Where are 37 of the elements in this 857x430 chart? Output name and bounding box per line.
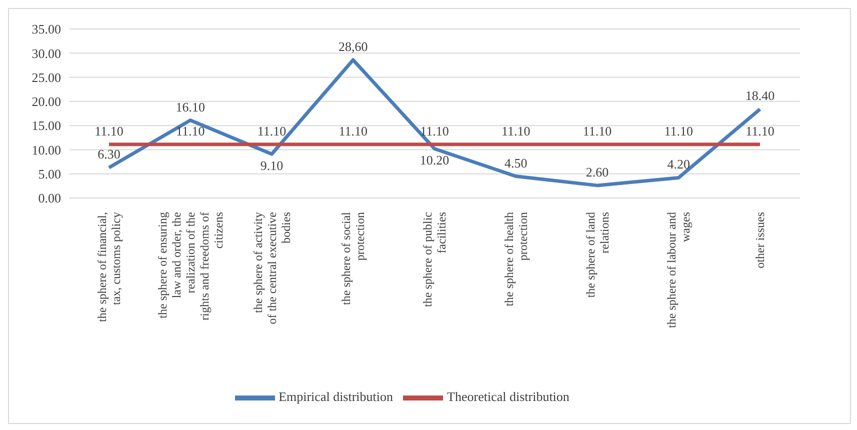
y-tick-label: 5.00 — [38, 166, 61, 182]
data-label: 11.10 — [176, 123, 205, 138]
data-label: 11.10 — [746, 123, 774, 138]
x-tick-label: the sphere of labour and wages — [664, 212, 693, 328]
x-tick-label: the sphere of financial, tax, customs policy — [95, 212, 123, 322]
y-tick-label: 25.00 — [32, 70, 61, 85]
x-tick-label: the sphere of public facilities — [420, 212, 448, 307]
x-tick-label: the sphere of social protection — [339, 211, 368, 305]
y-tick-label: 15.00 — [32, 118, 61, 134]
y-tick-label: 20.00 — [32, 94, 61, 110]
data-label: 11.10 — [338, 123, 368, 138]
data-label: 11.10 — [582, 123, 612, 138]
y-tick-label: 30.00 — [32, 46, 61, 61]
data-label: 10.20 — [420, 152, 450, 168]
legend-label: Theoretical distribution — [447, 388, 570, 404]
data-label: 9.10 — [260, 158, 284, 174]
y-tick-label: 0.00 — [38, 190, 61, 206]
data-label: 11.10 — [664, 123, 694, 138]
x-tick-label: the sphere of ensuring law and order, the realization of the rights and freedoms of citizens — [155, 212, 226, 320]
data-label: 4.20 — [667, 156, 690, 172]
data-label: 18.40 — [745, 88, 775, 104]
data-label: 11.10 — [257, 123, 286, 138]
data-label: 28,60 — [338, 38, 368, 54]
x-tick-label: the sphere of land relations — [583, 212, 612, 298]
y-tick-label: 10.00 — [32, 142, 61, 158]
data-label: 6.30 — [98, 146, 120, 162]
data-label: 4.50 — [504, 155, 528, 170]
data-label: 11.10 — [420, 123, 449, 138]
data-label: 11.10 — [501, 123, 530, 138]
data-label: 16.10 — [176, 99, 205, 114]
y-tick-label: 35.00 — [32, 22, 61, 37]
x-tick-label: other issues — [753, 212, 767, 268]
legend-label: Empirical distribution — [278, 388, 394, 404]
x-tick-label: the sphere of health protection — [502, 212, 530, 306]
data-label: 2.60 — [586, 164, 609, 180]
x-tick-label: the sphere of activity of the central executive bodies — [250, 212, 293, 324]
data-label: 11.10 — [94, 123, 124, 138]
